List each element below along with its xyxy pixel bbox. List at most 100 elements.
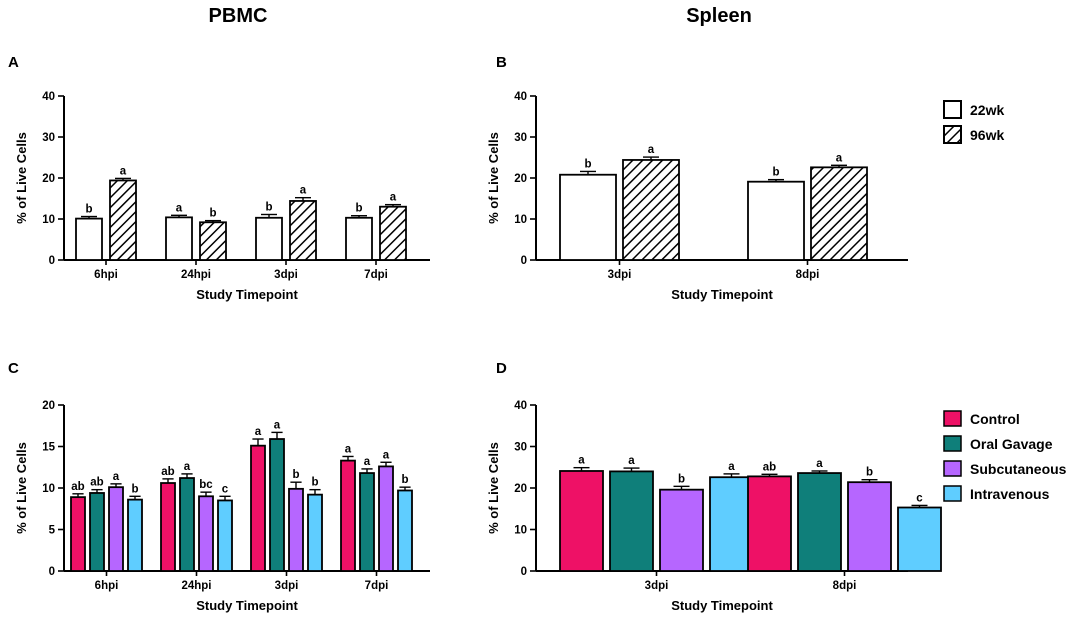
panel-d-bar-oral-gavage-8dpi — [797, 472, 842, 572]
panel-c-sig-label-subcutaneous-6hpi: a — [113, 471, 120, 483]
panel-a-y-tick-label: 0 — [49, 255, 55, 267]
panel-d-x-tick-label-8dpi: 8dpi — [833, 580, 857, 592]
panel-d-y-tick-label: 40 — [514, 400, 527, 412]
panel-b-bar-22wk-3dpi — [559, 173, 617, 261]
panel-a-y-axis-title: % of Live Cells — [14, 132, 29, 224]
panel-b-x-axis-title: Study Timepoint — [671, 287, 773, 302]
panel-letter-b: B — [496, 54, 507, 71]
panel-c-sig-label-oral-gavage-7dpi: a — [364, 456, 371, 468]
panel-c-bar-intravenous-3dpi — [307, 493, 323, 572]
panel-c-sig-label-control-6hpi: ab — [71, 481, 84, 493]
panel-b-sig-label-22wk-3dpi: b — [584, 158, 591, 170]
panel-c-sig-label-control-24hpi: ab — [161, 466, 174, 478]
panel-b-sig-label-96wk-3dpi: a — [648, 144, 655, 156]
panel-b-bar-22wk-8dpi — [747, 180, 805, 261]
panel-b-y-tick-label: 10 — [514, 214, 527, 226]
panel-c-sig-label-oral-gavage-24hpi: a — [184, 461, 191, 473]
panel-a-sig-label-22wk-7dpi: b — [355, 203, 362, 215]
legend-route: Control Oral Gavage Subcutaneous Intrave… — [943, 410, 1067, 502]
panel-d-sig-label-subcutaneous-8dpi: b — [866, 467, 873, 479]
panel-d-sig-label-subcutaneous-3dpi: b — [678, 473, 685, 485]
panel-b-x-tick-label-3dpi: 3dpi — [608, 269, 632, 281]
panel-d-bar-control-8dpi — [747, 475, 792, 572]
column-title-spleen: Spleen — [686, 5, 752, 27]
panel-c-x-axis-title: Study Timepoint — [196, 598, 298, 613]
panel-b-bar-96wk-3dpi — [622, 159, 680, 261]
panel-letter-a: A — [8, 54, 19, 71]
panel-a-bar-96wk-7dpi — [379, 205, 407, 261]
panel-a-bar-22wk-3dpi — [255, 216, 283, 261]
panel-d-bar-subcutaneous-3dpi — [659, 488, 704, 572]
panel-b-y-tick-label: 40 — [514, 91, 527, 103]
panel-c-bar-intravenous-24hpi — [217, 499, 233, 572]
panel-c-x-tick-label-6hpi: 6hpi — [95, 580, 119, 592]
panel-a-sig-label-22wk-24hpi: a — [176, 202, 183, 214]
panel-c-sig-label-subcutaneous-3dpi: b — [292, 469, 299, 481]
panel-a-y-tick-label: 10 — [42, 214, 55, 226]
panel-c-sig-label-intravenous-6hpi: b — [131, 483, 138, 495]
panel-c-y-tick-label: 20 — [42, 400, 55, 412]
panel-c-bar-oral-gavage-3dpi — [269, 438, 285, 572]
panel-c-x-tick-label-3dpi: 3dpi — [275, 580, 299, 592]
panel-a-bar-96wk-6hpi — [109, 179, 137, 261]
legend-swatch-96wk — [943, 125, 962, 144]
legend-swatch-intravenous — [943, 485, 962, 502]
panel-c-chart: 0 5 10 15 20 % of Live Cells Study Timepoint 6h… — [14, 400, 430, 613]
panel-c-x-tick-label-24hpi: 24hpi — [181, 580, 211, 592]
panel-c-bar-oral-gavage-24hpi — [179, 477, 195, 572]
panel-a-x-tick-label-24hpi: 24hpi — [181, 269, 211, 281]
panel-c-sig-label-control-7dpi: a — [345, 443, 352, 455]
panel-a-y-tick-label: 30 — [42, 132, 55, 144]
panel-c-bar-oral-gavage-6hpi — [89, 492, 105, 572]
panel-b-y-tick-label: 0 — [521, 255, 527, 267]
panel-a-sig-label-96wk-6hpi: a — [120, 165, 127, 177]
panel-c-bar-control-3dpi — [250, 444, 266, 572]
panel-c-y-tick-label: 15 — [42, 442, 55, 454]
panel-c-sig-label-subcutaneous-24hpi: bc — [199, 479, 213, 491]
panel-c-bar-intravenous-6hpi — [127, 498, 143, 572]
panel-a-sig-label-22wk-3dpi: b — [265, 201, 272, 213]
legend-label-22wk: 22wk — [970, 102, 1004, 118]
panel-a-bar-22wk-7dpi — [345, 216, 373, 261]
legend-label-oral-gavage: Oral Gavage — [970, 436, 1053, 452]
panel-c-bar-subcutaneous-6hpi — [108, 486, 124, 572]
panel-b-bar-96wk-8dpi — [810, 166, 868, 261]
panel-c-bar-subcutaneous-24hpi — [198, 495, 214, 572]
panel-a-bar-96wk-3dpi — [289, 200, 317, 261]
panel-c-sig-label-intravenous-24hpi: c — [222, 483, 229, 495]
panel-a-y-tick-label: 40 — [42, 91, 55, 103]
column-title-pbmc: PBMC — [209, 5, 268, 27]
panel-d-bar-subcutaneous-8dpi — [847, 481, 892, 572]
panel-d-x-axis-title: Study Timepoint — [671, 598, 773, 613]
panel-d-sig-label-intravenous-3dpi: a — [728, 461, 735, 473]
panel-c-sig-label-oral-gavage-3dpi: a — [274, 419, 281, 431]
panel-a-bar-22wk-24hpi — [165, 216, 193, 261]
panel-a-sig-label-96wk-3dpi: a — [300, 185, 307, 197]
panel-a-x-tick-label-7dpi: 7dpi — [364, 269, 388, 281]
panel-letter-d: D — [496, 360, 507, 377]
panel-c-y-tick-label: 0 — [49, 566, 55, 578]
legend-label-96wk: 96wk — [970, 127, 1004, 143]
panel-b-y-tick-label: 30 — [514, 132, 527, 144]
panel-c-sig-label-subcutaneous-7dpi: a — [383, 449, 390, 461]
panel-d-sig-label-control-3dpi: a — [578, 455, 585, 467]
panel-d-bar-control-3dpi — [559, 470, 604, 572]
panel-c-sig-label-intravenous-3dpi: b — [311, 477, 318, 489]
panel-c-bar-subcutaneous-3dpi — [288, 487, 304, 572]
panel-d-y-axis-title: % of Live Cells — [486, 442, 501, 534]
panel-d-bar-oral-gavage-3dpi — [609, 470, 654, 572]
legend-swatch-subcutaneous — [943, 460, 962, 477]
panel-b-chart: 0 10 20 30 40 % of Live Cells Study Timepoint 3… — [486, 91, 908, 302]
legend-swatch-22wk — [943, 100, 962, 119]
panel-a-x-tick-label-3dpi: 3dpi — [274, 269, 298, 281]
panel-a-x-axis-title: Study Timepoint — [196, 287, 298, 302]
legend-label-control: Control — [970, 411, 1020, 427]
legend-swatch-oral-gavage — [943, 435, 962, 452]
panel-b-x-tick-label-8dpi: 8dpi — [796, 269, 820, 281]
panel-d-sig-label-oral-gavage-3dpi: a — [628, 455, 635, 467]
panel-d-bar-intravenous-8dpi — [897, 506, 942, 572]
panel-b-y-axis-title: % of Live Cells — [486, 132, 501, 224]
panel-c-sig-label-oral-gavage-6hpi: ab — [90, 477, 103, 489]
panel-c-bar-control-7dpi — [340, 459, 356, 572]
panel-c-y-tick-label: 5 — [49, 525, 56, 537]
